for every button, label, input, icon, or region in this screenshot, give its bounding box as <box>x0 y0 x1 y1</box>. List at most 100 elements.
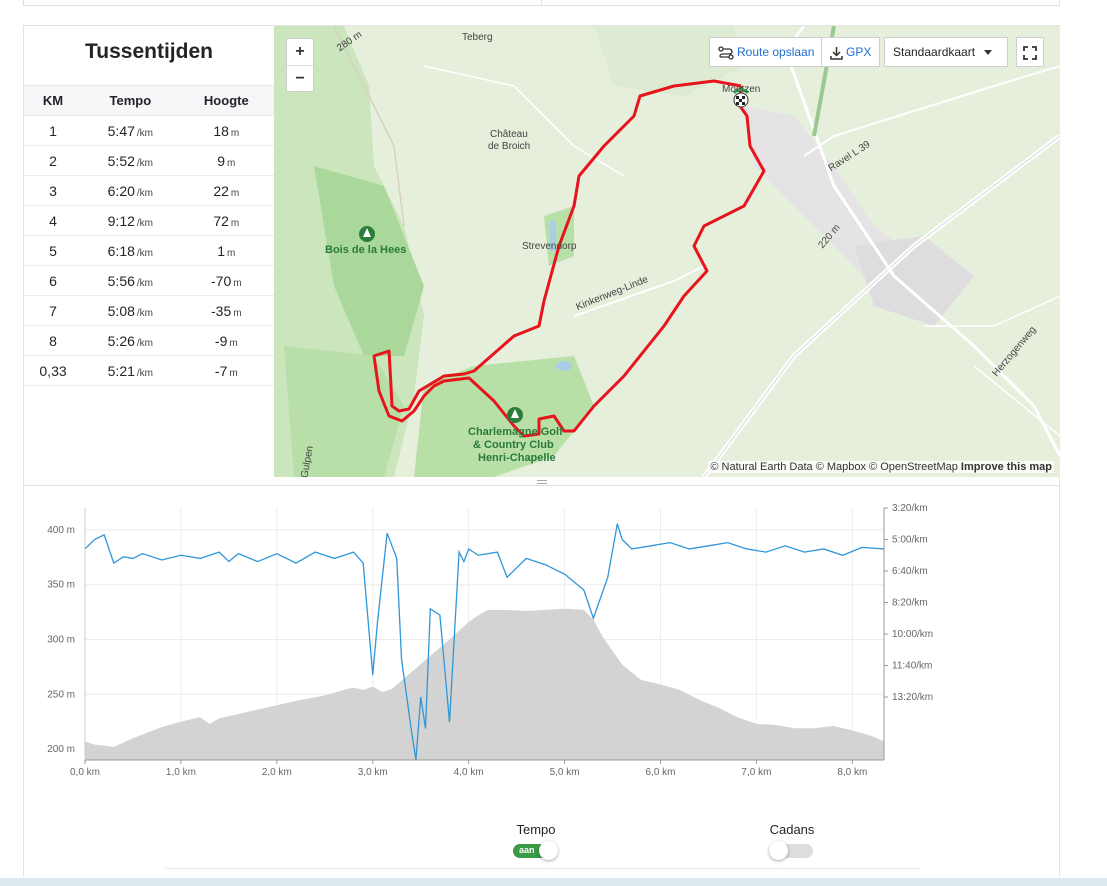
path <box>333 26 405 227</box>
split-pace-unit: /km <box>136 127 153 139</box>
elevation-pace-chart[interactable]: 0,0 km 1,0 km 2,0 km 3,0 km 4,0 km 5,0 km 6,0 … <box>24 490 1060 790</box>
road <box>423 65 625 177</box>
split-elevation: -70 m <box>178 265 274 296</box>
water <box>556 361 572 371</box>
tempo-toggle-group: Tempo aan <box>500 822 572 861</box>
resize-handle[interactable] <box>537 480 547 484</box>
road <box>782 45 1060 457</box>
split-elevation-value: -35 <box>211 302 232 319</box>
elevation-area <box>85 608 884 760</box>
attribution-text: © Natural Earth Data © Mapbox © OpenStre… <box>710 461 958 473</box>
fullscreen-icon <box>1023 45 1037 60</box>
road-outline <box>703 135 1060 477</box>
splits-title: Tussentijden <box>24 26 274 85</box>
split-row: 7 5:08/km -35 m <box>24 295 274 326</box>
split-km: 0,33 <box>24 355 83 386</box>
split-pace-value: 5:08 <box>107 302 135 319</box>
y-right-tick-label: 6:40/km <box>892 566 928 577</box>
y-left-tick-label: 400 m <box>47 525 75 536</box>
y-right-tick-label: 8:20/km <box>892 598 928 609</box>
road <box>973 365 1060 437</box>
split-pace: 5:08/km <box>82 295 179 326</box>
split-km: 1 <box>24 115 83 146</box>
route-line <box>372 79 766 438</box>
split-elevation-unit: m <box>233 277 242 289</box>
split-pace-value: 9:12 <box>107 212 135 229</box>
split-elevation-value: 1 <box>217 242 226 259</box>
split-elevation-unit: m <box>229 337 238 349</box>
split-elevation-unit: m <box>229 367 238 379</box>
split-pace: 6:20/km <box>82 175 179 206</box>
x-tick-label: 5,0 km <box>550 767 580 778</box>
map-attribution: © Natural Earth Data © Mapbox © OpenStre… <box>708 461 1054 473</box>
split-pace-unit: /km <box>136 337 153 349</box>
route-map[interactable]: Teberg Moetzen Château de Broich Bois de… <box>274 26 1060 477</box>
x-tick-label: 7,0 km <box>741 767 771 778</box>
toggles-divider <box>165 868 920 869</box>
split-km: 8 <box>24 325 83 356</box>
split-pace: 5:56/km <box>82 265 179 296</box>
cadence-toggle-group: Cadans <box>756 822 828 861</box>
field-area <box>594 26 744 96</box>
y-left-tick-label: 200 m <box>47 744 75 755</box>
split-elevation: -35 m <box>178 295 274 326</box>
tempo-toggle[interactable]: aan <box>513 841 559 861</box>
improve-map-link[interactable]: Improve this map <box>960 461 1052 473</box>
page-footer-band <box>0 878 1107 886</box>
split-pace-value: 6:18 <box>107 242 135 259</box>
caret-down-icon <box>984 50 993 56</box>
y-left-tick-label: 300 m <box>47 634 75 645</box>
finish-flag-icon <box>736 96 745 105</box>
map-canvas[interactable] <box>274 26 1060 477</box>
split-row: 0,33 5:21/km -7 m <box>24 355 274 386</box>
start-marker <box>732 88 750 95</box>
gpx-label: GPX <box>846 45 872 59</box>
map-label-strevendorp: Strevendorp <box>522 241 577 252</box>
map-style-label: Standaardkaart <box>893 45 976 59</box>
split-pace-value: 5:56 <box>107 272 135 289</box>
split-elevation-unit: m <box>227 157 236 169</box>
tree-icon <box>511 409 519 418</box>
forest-area <box>414 356 594 477</box>
split-elevation-value: -9 <box>214 332 228 349</box>
fullscreen-button[interactable] <box>1016 37 1044 67</box>
split-row: 4 9:12/km 72 m <box>24 205 274 236</box>
split-km: 2 <box>24 145 83 176</box>
forest-area <box>284 346 404 477</box>
zoom-out-button[interactable]: − <box>287 65 313 91</box>
zoom-in-button[interactable]: + <box>295 43 305 60</box>
map-label-chateau-2: de Broich <box>488 141 531 152</box>
split-elevation: 18 m <box>178 115 274 146</box>
tempo-toggle-label: Tempo <box>516 822 556 837</box>
cadence-toggle[interactable] <box>769 841 815 861</box>
split-pace-unit: /km <box>136 187 153 199</box>
x-tick-label: 6,0 km <box>646 767 676 778</box>
chart-axes: 0,0 km 1,0 km 2,0 km 3,0 km 4,0 km 5,0 km 6,0 … <box>47 503 933 778</box>
water <box>550 221 556 251</box>
split-pace: 6:18/km <box>82 235 179 266</box>
split-elevation-unit: m <box>227 247 236 259</box>
split-row: 1 5:47/km 18 m <box>24 115 274 146</box>
column-header-km: KM <box>24 85 83 116</box>
map-label-golf-1: Charlemagne Golf <box>468 426 563 438</box>
road <box>573 265 705 317</box>
split-elevation-unit: m <box>233 307 242 319</box>
split-pace: 9:12/km <box>82 205 179 236</box>
split-elevation: -9 m <box>178 325 274 356</box>
split-row: 8 5:26/km -9 m <box>24 325 274 356</box>
tempo-toggle-state: aan <box>519 845 535 855</box>
split-row: 6 5:56/km -70 m <box>24 265 274 296</box>
road <box>803 65 1060 157</box>
split-pace-unit: /km <box>136 307 153 319</box>
save-route-label: Route opslaan <box>737 45 815 59</box>
split-pace: 5:21/km <box>82 355 179 386</box>
save-route-button[interactable]: Route opslaan <box>709 37 824 67</box>
previous-panel-edge <box>23 0 1060 6</box>
split-elevation-value: -7 <box>214 362 228 379</box>
map-style-select[interactable]: Standaardkaart <box>884 37 1008 67</box>
splits-table: KM Tempo Hoogte 1 5:47/km 18 m 2 5:52/km 9 m 3 6:… <box>24 85 274 386</box>
split-pace-value: 6:20 <box>107 182 135 199</box>
gpx-download-button[interactable]: GPX <box>821 37 881 67</box>
x-tick-label: 8,0 km <box>837 767 867 778</box>
forest-area <box>314 166 424 356</box>
